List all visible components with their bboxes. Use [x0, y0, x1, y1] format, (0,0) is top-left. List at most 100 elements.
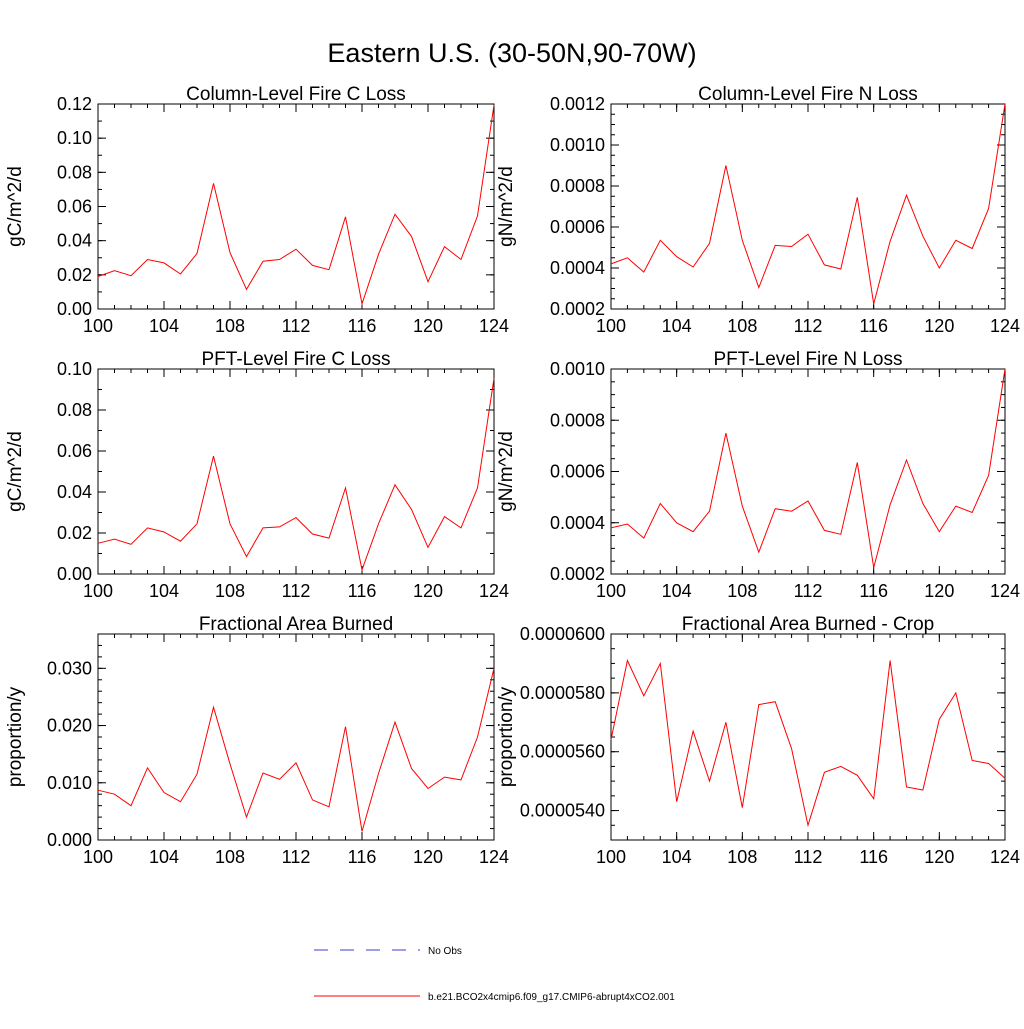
- y-tick-label: 0.10: [57, 128, 92, 148]
- plot-frame: [610, 633, 1006, 841]
- chart-panel-6: Fractional Area Burned - Crop 100 104 108 11…: [496, 614, 1020, 867]
- plot-frame: [97, 633, 495, 841]
- figure-title: Eastern U.S. (30-50N,90-70W): [327, 38, 696, 68]
- y-tick-label: 0.0000580: [520, 683, 605, 703]
- x-tick-label: 120: [924, 581, 954, 601]
- x-tick-label: 112: [282, 581, 311, 601]
- x-tick-label: 112: [282, 847, 311, 867]
- legend-label-no-obs: No Obs: [428, 946, 462, 957]
- y-tick-label: 0.08: [57, 162, 92, 182]
- x-tick-label: 120: [413, 316, 443, 336]
- y-tick-label: 0.0004: [550, 258, 605, 278]
- x-tick-label: 100: [83, 316, 113, 336]
- y-tick-label: 0.02: [57, 523, 92, 543]
- x-tick-label: 112: [794, 847, 823, 867]
- x-tick-label: 112: [794, 316, 823, 336]
- y-axis-label: gC/m^2/d: [5, 166, 26, 247]
- y-tick-label: 0.010: [47, 773, 92, 793]
- y-tick-label: 0.0002: [550, 299, 605, 319]
- series-line-1: [610, 658, 1006, 828]
- x-tick-label: 116: [348, 581, 377, 601]
- x-tick-label: 104: [662, 581, 692, 601]
- x-tick-label: 120: [413, 847, 443, 867]
- y-tick-label: 0.06: [57, 441, 92, 461]
- x-tick-label: 104: [149, 847, 179, 867]
- plot-frame: [97, 368, 495, 575]
- x-tick-label: 116: [348, 316, 377, 336]
- x-tick-label: 112: [282, 316, 311, 336]
- plot-frame: [610, 103, 1006, 310]
- y-tick-label: 0.0008: [550, 176, 605, 196]
- y-tick-label: 0.0010: [550, 135, 605, 155]
- x-tick-label: 104: [662, 316, 692, 336]
- x-tick-label: 124: [479, 847, 509, 867]
- legend-label-model-run: b.e21.BCO2x4cmip6.f09_g17.CMIP6-abrupt4x…: [428, 992, 675, 1003]
- y-tick-label: 0.0002: [550, 564, 605, 584]
- x-tick-label: 116: [859, 847, 888, 867]
- x-tick-label: 124: [990, 847, 1020, 867]
- x-tick-label: 100: [83, 581, 113, 601]
- x-tick-label: 100: [596, 581, 626, 601]
- chart-panel-1: Column-Level Fire C Loss 100 104 108 112 116 1…: [5, 84, 509, 336]
- y-tick-label: 0.0000600: [520, 624, 605, 644]
- y-tick-label: 0.020: [47, 716, 92, 736]
- x-tick-label: 108: [727, 847, 757, 867]
- y-tick-label: 0.000: [47, 830, 92, 850]
- chart-panel-4: PFT-Level Fire N Loss 100 104 108 112 116 120 1…: [496, 349, 1020, 601]
- x-tick-label: 116: [859, 581, 888, 601]
- panel-title: Column-Level Fire C Loss: [186, 84, 406, 105]
- legend-item-no-obs: No Obs: [314, 946, 462, 957]
- y-tick-label: 0.0010: [550, 359, 605, 379]
- series-line-1: [97, 104, 495, 306]
- panel-title: Fractional Area Burned: [199, 614, 393, 635]
- y-tick-label: 0.06: [57, 197, 92, 217]
- panel-title: Fractional Area Burned - Crop: [682, 614, 934, 635]
- y-tick-label: 0.02: [57, 265, 92, 285]
- x-tick-label: 120: [924, 847, 954, 867]
- x-tick-label: 108: [215, 581, 245, 601]
- plot-frame: [97, 103, 495, 310]
- x-tick-label: 104: [662, 847, 692, 867]
- y-tick-label: 0.10: [57, 359, 92, 379]
- x-tick-label: 124: [479, 581, 509, 601]
- series-line-1: [97, 668, 495, 832]
- y-tick-label: 0.0000560: [520, 742, 605, 762]
- series-line-1: [610, 103, 1006, 305]
- plot-frame: [610, 368, 1006, 575]
- x-tick-label: 116: [859, 316, 888, 336]
- x-tick-label: 124: [479, 316, 509, 336]
- panel-title: PFT-Level Fire C Loss: [202, 349, 391, 370]
- y-tick-label: 0.12: [57, 94, 92, 114]
- chart-panel-3: PFT-Level Fire C Loss 100 104 108 112 116 120 1…: [5, 349, 509, 601]
- x-tick-label: 100: [596, 847, 626, 867]
- y-axis-label: gN/m^2/d: [496, 166, 517, 247]
- y-tick-label: 0.00: [57, 299, 92, 319]
- y-axis-label: proportion/y: [5, 686, 26, 787]
- y-axis-label: gN/m^2/d: [496, 431, 517, 512]
- x-tick-label: 112: [794, 581, 823, 601]
- panel-title: PFT-Level Fire N Loss: [714, 349, 903, 370]
- x-tick-label: 100: [596, 316, 626, 336]
- x-tick-label: 104: [149, 316, 179, 336]
- y-axis-label: gC/m^2/d: [5, 431, 26, 512]
- x-tick-label: 108: [215, 316, 245, 336]
- x-tick-label: 120: [413, 581, 443, 601]
- series-line-1: [610, 368, 1006, 568]
- x-tick-label: 116: [348, 847, 377, 867]
- y-tick-label: 0.0006: [550, 462, 605, 482]
- x-tick-label: 108: [215, 847, 245, 867]
- x-tick-label: 124: [990, 581, 1020, 601]
- y-tick-label: 0.030: [47, 658, 92, 678]
- legend-item-model-run: b.e21.BCO2x4cmip6.f09_g17.CMIP6-abrupt4x…: [314, 992, 675, 1003]
- x-tick-label: 108: [727, 316, 757, 336]
- y-tick-label: 0.08: [57, 400, 92, 420]
- x-tick-label: 108: [727, 581, 757, 601]
- x-tick-label: 104: [149, 581, 179, 601]
- panel-title: Column-Level Fire N Loss: [698, 84, 918, 105]
- x-tick-label: 120: [924, 316, 954, 336]
- panels: Column-Level Fire C Loss 100 104 108 112 116 1…: [5, 84, 1020, 867]
- series-line-1: [97, 378, 495, 572]
- y-tick-label: 0.04: [57, 482, 92, 502]
- x-tick-label: 124: [990, 316, 1020, 336]
